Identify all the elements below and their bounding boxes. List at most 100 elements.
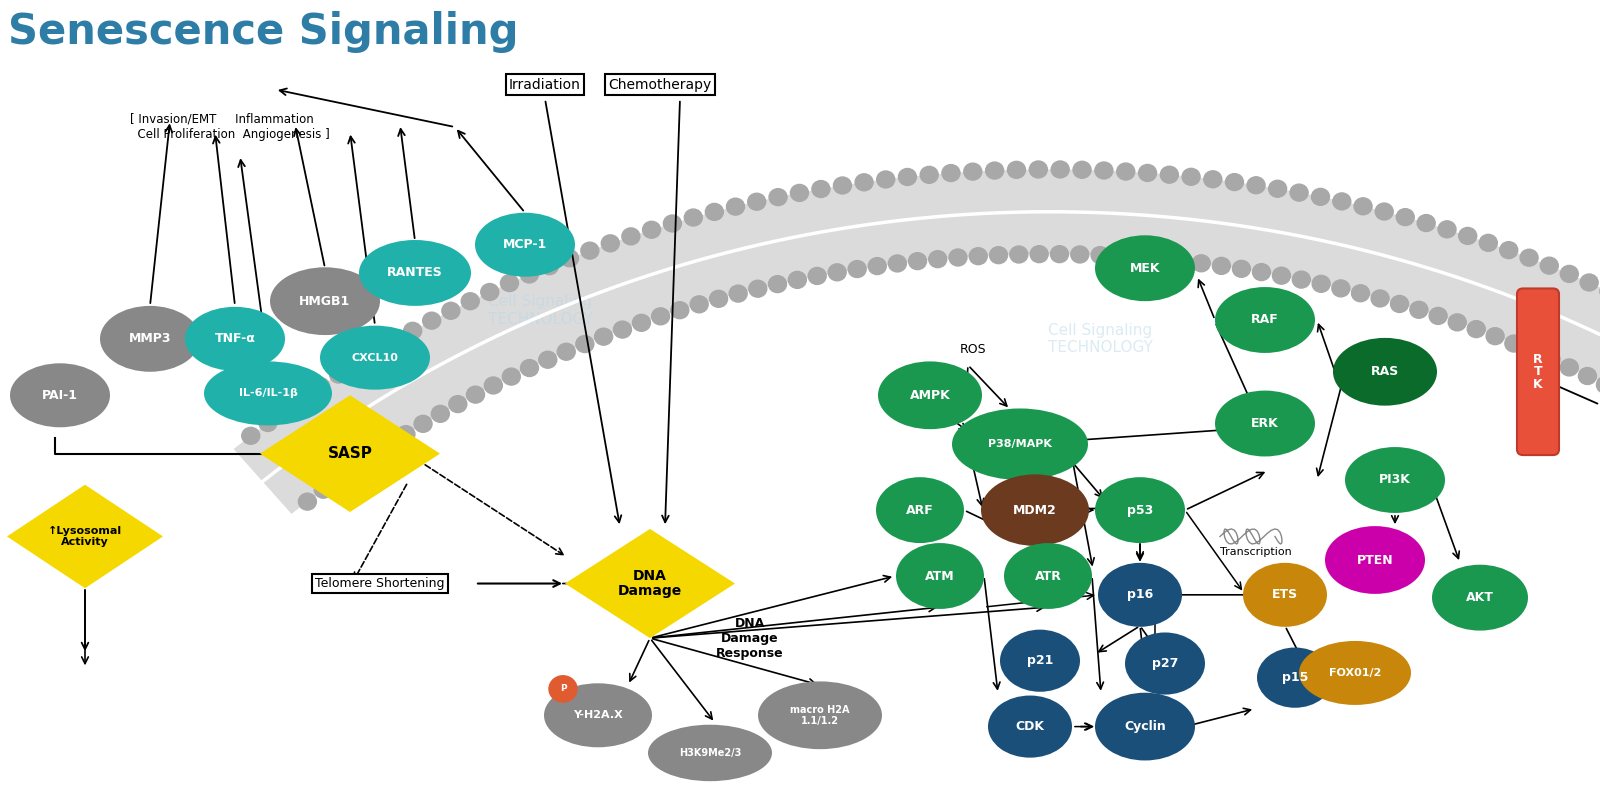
Ellipse shape [758, 682, 882, 749]
Ellipse shape [1432, 565, 1528, 630]
Circle shape [602, 235, 619, 252]
Circle shape [1429, 307, 1446, 324]
Circle shape [970, 248, 987, 265]
Circle shape [613, 321, 632, 338]
Circle shape [1094, 162, 1114, 179]
Text: PTEN: PTEN [1357, 554, 1394, 566]
Text: macro H2A
1.1/1.2: macro H2A 1.1/1.2 [790, 705, 850, 726]
Circle shape [1523, 342, 1541, 360]
Circle shape [643, 222, 661, 238]
Circle shape [366, 344, 384, 361]
Circle shape [450, 396, 467, 413]
Text: Cell Signaling
TECHNOLOGY: Cell Signaling TECHNOLOGY [488, 294, 592, 326]
Circle shape [726, 198, 744, 215]
Circle shape [1486, 328, 1504, 345]
Circle shape [749, 280, 766, 297]
Circle shape [770, 189, 787, 206]
Ellipse shape [1214, 287, 1315, 353]
Ellipse shape [186, 307, 285, 371]
Circle shape [1467, 321, 1485, 338]
Text: ARF: ARF [906, 504, 934, 517]
Circle shape [1459, 227, 1477, 244]
Text: ↑Lysosomal
Activity: ↑Lysosomal Activity [48, 526, 122, 547]
Circle shape [888, 255, 906, 272]
Ellipse shape [1005, 543, 1091, 609]
Circle shape [622, 228, 640, 245]
Circle shape [949, 249, 966, 266]
Circle shape [1390, 295, 1408, 313]
Circle shape [1331, 280, 1350, 297]
Circle shape [485, 377, 502, 394]
Circle shape [1506, 335, 1523, 352]
Circle shape [899, 169, 917, 186]
Circle shape [1213, 258, 1230, 274]
Text: R
T
K: R T K [1533, 353, 1542, 390]
Text: DNA
Damage: DNA Damage [618, 569, 682, 598]
Circle shape [1397, 209, 1414, 226]
Text: CDK: CDK [1016, 720, 1045, 733]
Circle shape [1253, 264, 1270, 281]
Circle shape [581, 242, 598, 259]
Text: FOX01/2: FOX01/2 [1330, 668, 1381, 678]
Text: [ Invasion/EMT     Inflammation
  Cell Proliferation  Angiogenesis ]: [ Invasion/EMT Inflammation Cell Prolife… [130, 113, 330, 141]
Text: Y-H2A.X: Y-H2A.X [573, 710, 622, 720]
Circle shape [347, 354, 366, 372]
Circle shape [1374, 203, 1394, 220]
Circle shape [1152, 250, 1170, 267]
Text: ATM: ATM [925, 570, 955, 582]
Text: P38/MAPK: P38/MAPK [989, 439, 1051, 450]
Circle shape [1226, 174, 1243, 190]
Circle shape [242, 427, 259, 444]
Polygon shape [565, 529, 734, 638]
Ellipse shape [544, 683, 653, 747]
Circle shape [1269, 180, 1286, 198]
Circle shape [1410, 302, 1427, 318]
Circle shape [1448, 314, 1466, 331]
Circle shape [986, 162, 1003, 179]
Circle shape [299, 493, 317, 510]
Circle shape [277, 402, 294, 419]
Circle shape [1182, 168, 1200, 186]
Circle shape [442, 302, 459, 319]
Circle shape [942, 165, 960, 182]
Circle shape [747, 194, 766, 210]
Circle shape [989, 246, 1008, 264]
Circle shape [1581, 274, 1598, 291]
Circle shape [259, 414, 277, 431]
Ellipse shape [1094, 235, 1195, 301]
Circle shape [1293, 271, 1310, 288]
Circle shape [520, 266, 538, 283]
Text: RAF: RAF [1251, 314, 1278, 326]
Circle shape [294, 390, 312, 406]
Circle shape [480, 283, 499, 301]
Circle shape [363, 447, 381, 464]
Circle shape [928, 250, 947, 268]
Circle shape [709, 290, 728, 307]
Circle shape [403, 322, 422, 339]
Ellipse shape [270, 267, 381, 335]
Circle shape [1029, 161, 1048, 178]
Circle shape [1333, 193, 1350, 210]
Text: MDM2: MDM2 [1013, 504, 1058, 517]
Text: ETS: ETS [1272, 588, 1298, 602]
Circle shape [314, 482, 333, 498]
Circle shape [386, 333, 403, 350]
Ellipse shape [1098, 563, 1182, 627]
Ellipse shape [1299, 641, 1411, 705]
Ellipse shape [320, 326, 430, 390]
Circle shape [501, 274, 518, 291]
Ellipse shape [1000, 630, 1080, 692]
Circle shape [1131, 249, 1150, 266]
Circle shape [1371, 290, 1389, 307]
Circle shape [1541, 257, 1558, 274]
Circle shape [1312, 188, 1330, 206]
Ellipse shape [952, 409, 1088, 480]
Circle shape [1312, 275, 1330, 292]
Text: Transcription: Transcription [1221, 547, 1291, 558]
Ellipse shape [1214, 390, 1315, 457]
Circle shape [651, 308, 669, 325]
Circle shape [1352, 285, 1370, 302]
Circle shape [1192, 255, 1210, 272]
Ellipse shape [1243, 563, 1326, 627]
Circle shape [1542, 350, 1560, 368]
